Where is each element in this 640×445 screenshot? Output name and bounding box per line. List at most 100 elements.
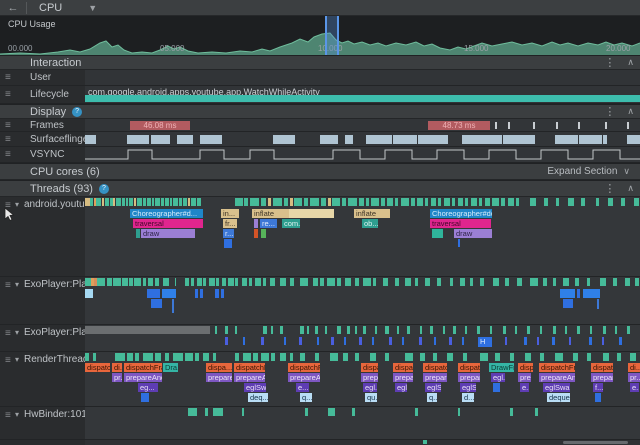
selection-range[interactable] [325, 16, 339, 55]
surfaceflinger-track[interactable] [85, 132, 640, 146]
trace-span[interactable]: Choreographer#d... [130, 209, 203, 218]
trace-span[interactable]: ob... [362, 219, 378, 228]
trace-span[interactable] [449, 337, 452, 345]
drag-handle-icon[interactable]: ≡ [5, 328, 11, 339]
trace-span[interactable] [344, 337, 346, 345]
trace-span[interactable]: prepare... [206, 373, 232, 382]
trace-span[interactable] [602, 337, 604, 345]
chevron-down-icon[interactable]: ▾ [15, 355, 20, 364]
drag-handle-icon[interactable]: ≡ [5, 355, 11, 366]
trace-span[interactable]: prepare... [423, 373, 447, 382]
surfaceflinger-bar[interactable] [85, 135, 96, 144]
trace-span[interactable]: com.g... [282, 219, 300, 228]
scrollbar-thumb[interactable] [563, 441, 628, 444]
trace-span[interactable] [359, 337, 362, 345]
trace-span[interactable] [493, 383, 500, 392]
trace-span[interactable]: eglSwapB... [543, 383, 570, 392]
trace-span[interactable] [619, 337, 622, 345]
frame-duration-bar[interactable]: 48.73 ms [428, 121, 490, 130]
trace-span[interactable]: q... [300, 393, 312, 402]
trace-span[interactable]: egl... [363, 383, 377, 392]
trace-span[interactable] [215, 289, 219, 298]
frames-track[interactable]: 46.08 ms 48.73 ms [85, 119, 640, 131]
trace-span[interactable] [331, 337, 334, 345]
drag-handle-icon[interactable]: ≡ [5, 200, 11, 211]
lifecycle-track[interactable]: com.google.android.apps.youtube.app.Watc… [85, 86, 640, 103]
surfaceflinger-bar[interactable] [393, 135, 417, 144]
trace-span[interactable]: egl... [395, 383, 407, 392]
trace-span[interactable] [172, 299, 174, 313]
trace-span[interactable]: deq... [248, 393, 268, 402]
drag-handle-icon[interactable]: ≡ [5, 72, 11, 83]
section-header-interaction[interactable]: Interaction ⋮ ∧ [0, 55, 640, 70]
info-icon[interactable]: ? [98, 183, 109, 194]
trace-span[interactable] [505, 337, 507, 345]
trace-span[interactable] [537, 337, 539, 345]
kebab-menu-icon[interactable]: ⋮ [604, 183, 616, 195]
trace-span[interactable] [254, 219, 258, 228]
trace-span[interactable] [462, 337, 464, 345]
user-track[interactable] [85, 70, 640, 85]
collapse-icon[interactable]: ∧ [627, 57, 634, 67]
trace-span[interactable]: qu... [365, 393, 377, 402]
trace-span[interactable]: prepa... [393, 373, 413, 382]
trace-span[interactable]: dispa... [393, 363, 413, 372]
lifecycle-activity-bar[interactable] [85, 95, 640, 102]
section-header-threads[interactable]: Threads (93) ? ⋮ ∧ [0, 180, 640, 197]
trace-span[interactable]: f... [593, 383, 603, 392]
trace-span[interactable]: traversal [430, 219, 491, 228]
surfaceflinger-bar[interactable] [200, 135, 222, 144]
surfaceflinger-bar[interactable] [345, 135, 353, 144]
trace-span[interactable]: draw [454, 229, 492, 238]
trace-span[interactable] [261, 229, 266, 238]
back-icon[interactable]: ← [7, 1, 19, 14]
trace-span[interactable] [85, 289, 93, 298]
trace-span[interactable]: dequeue... [547, 393, 570, 402]
trace-span[interactable] [261, 337, 264, 345]
trace-span[interactable]: eglS... [425, 383, 441, 392]
trace-span[interactable]: draw [141, 229, 195, 238]
frame-duration-bar[interactable]: 46.08 ms [130, 121, 190, 130]
chevron-down-icon[interactable]: ▾ [15, 328, 20, 337]
trace-span[interactable]: r... [223, 229, 234, 238]
collapse-icon[interactable]: ∧ [627, 183, 634, 193]
trace-span[interactable]: dispatc... [423, 363, 447, 372]
trace-span[interactable] [597, 299, 599, 309]
trace-span[interactable]: prepare... [591, 373, 613, 382]
trace-span[interactable]: e... [520, 383, 529, 392]
trace-span[interactable]: dispatch... [85, 363, 110, 372]
drag-handle-icon[interactable]: ≡ [5, 280, 11, 291]
trace-span[interactable] [254, 229, 258, 238]
section-header-display[interactable]: Display ? ⋮ ∧ [0, 104, 640, 119]
chevron-down-icon[interactable]: ▼ [88, 2, 98, 13]
thread-label-youtube[interactable]: ≡ ▾ android.youtube [0, 197, 85, 276]
thread-label-render[interactable]: ≡ ▾ RenderThread [0, 352, 85, 406]
collapse-icon[interactable]: ∧ [627, 106, 634, 116]
trace-span[interactable] [317, 337, 319, 345]
trace-span[interactable] [195, 289, 198, 298]
drag-handle-icon[interactable]: ≡ [5, 133, 11, 145]
trace-span[interactable]: prepareAndDr... [288, 373, 320, 382]
profiler-stage-label[interactable]: CPU [39, 1, 63, 14]
trace-span[interactable] [372, 337, 374, 345]
trace-span[interactable]: Dra... [163, 363, 178, 372]
row-label-surfaceflinger[interactable]: ≡ Surfaceflinger [0, 132, 85, 146]
trace-span[interactable] [560, 289, 575, 298]
drag-handle-icon[interactable]: ≡ [5, 149, 11, 160]
kebab-menu-icon[interactable]: ⋮ [604, 57, 616, 69]
trace-span[interactable] [141, 393, 149, 402]
vsync-track[interactable] [85, 147, 640, 162]
drag-handle-icon[interactable]: ≡ [5, 119, 11, 131]
chevron-down-icon[interactable]: ▾ [15, 410, 20, 419]
surfaceflinger-bar[interactable] [151, 135, 170, 144]
trace-span[interactable]: eglS... [460, 383, 476, 392]
trace-span[interactable]: fr... [223, 219, 237, 228]
trace-span[interactable]: dispatchPr... [234, 363, 265, 372]
trace-span[interactable]: pr... [628, 373, 640, 382]
trace-span[interactable]: dispatchFra... [539, 363, 575, 372]
trace-span[interactable] [221, 289, 224, 298]
trace-span[interactable]: Choreographer#doFr... [430, 209, 492, 218]
thread-track-exo2[interactable]: H [85, 325, 640, 351]
surfaceflinger-bar[interactable] [555, 135, 578, 144]
trace-span[interactable]: inflate [354, 209, 390, 218]
